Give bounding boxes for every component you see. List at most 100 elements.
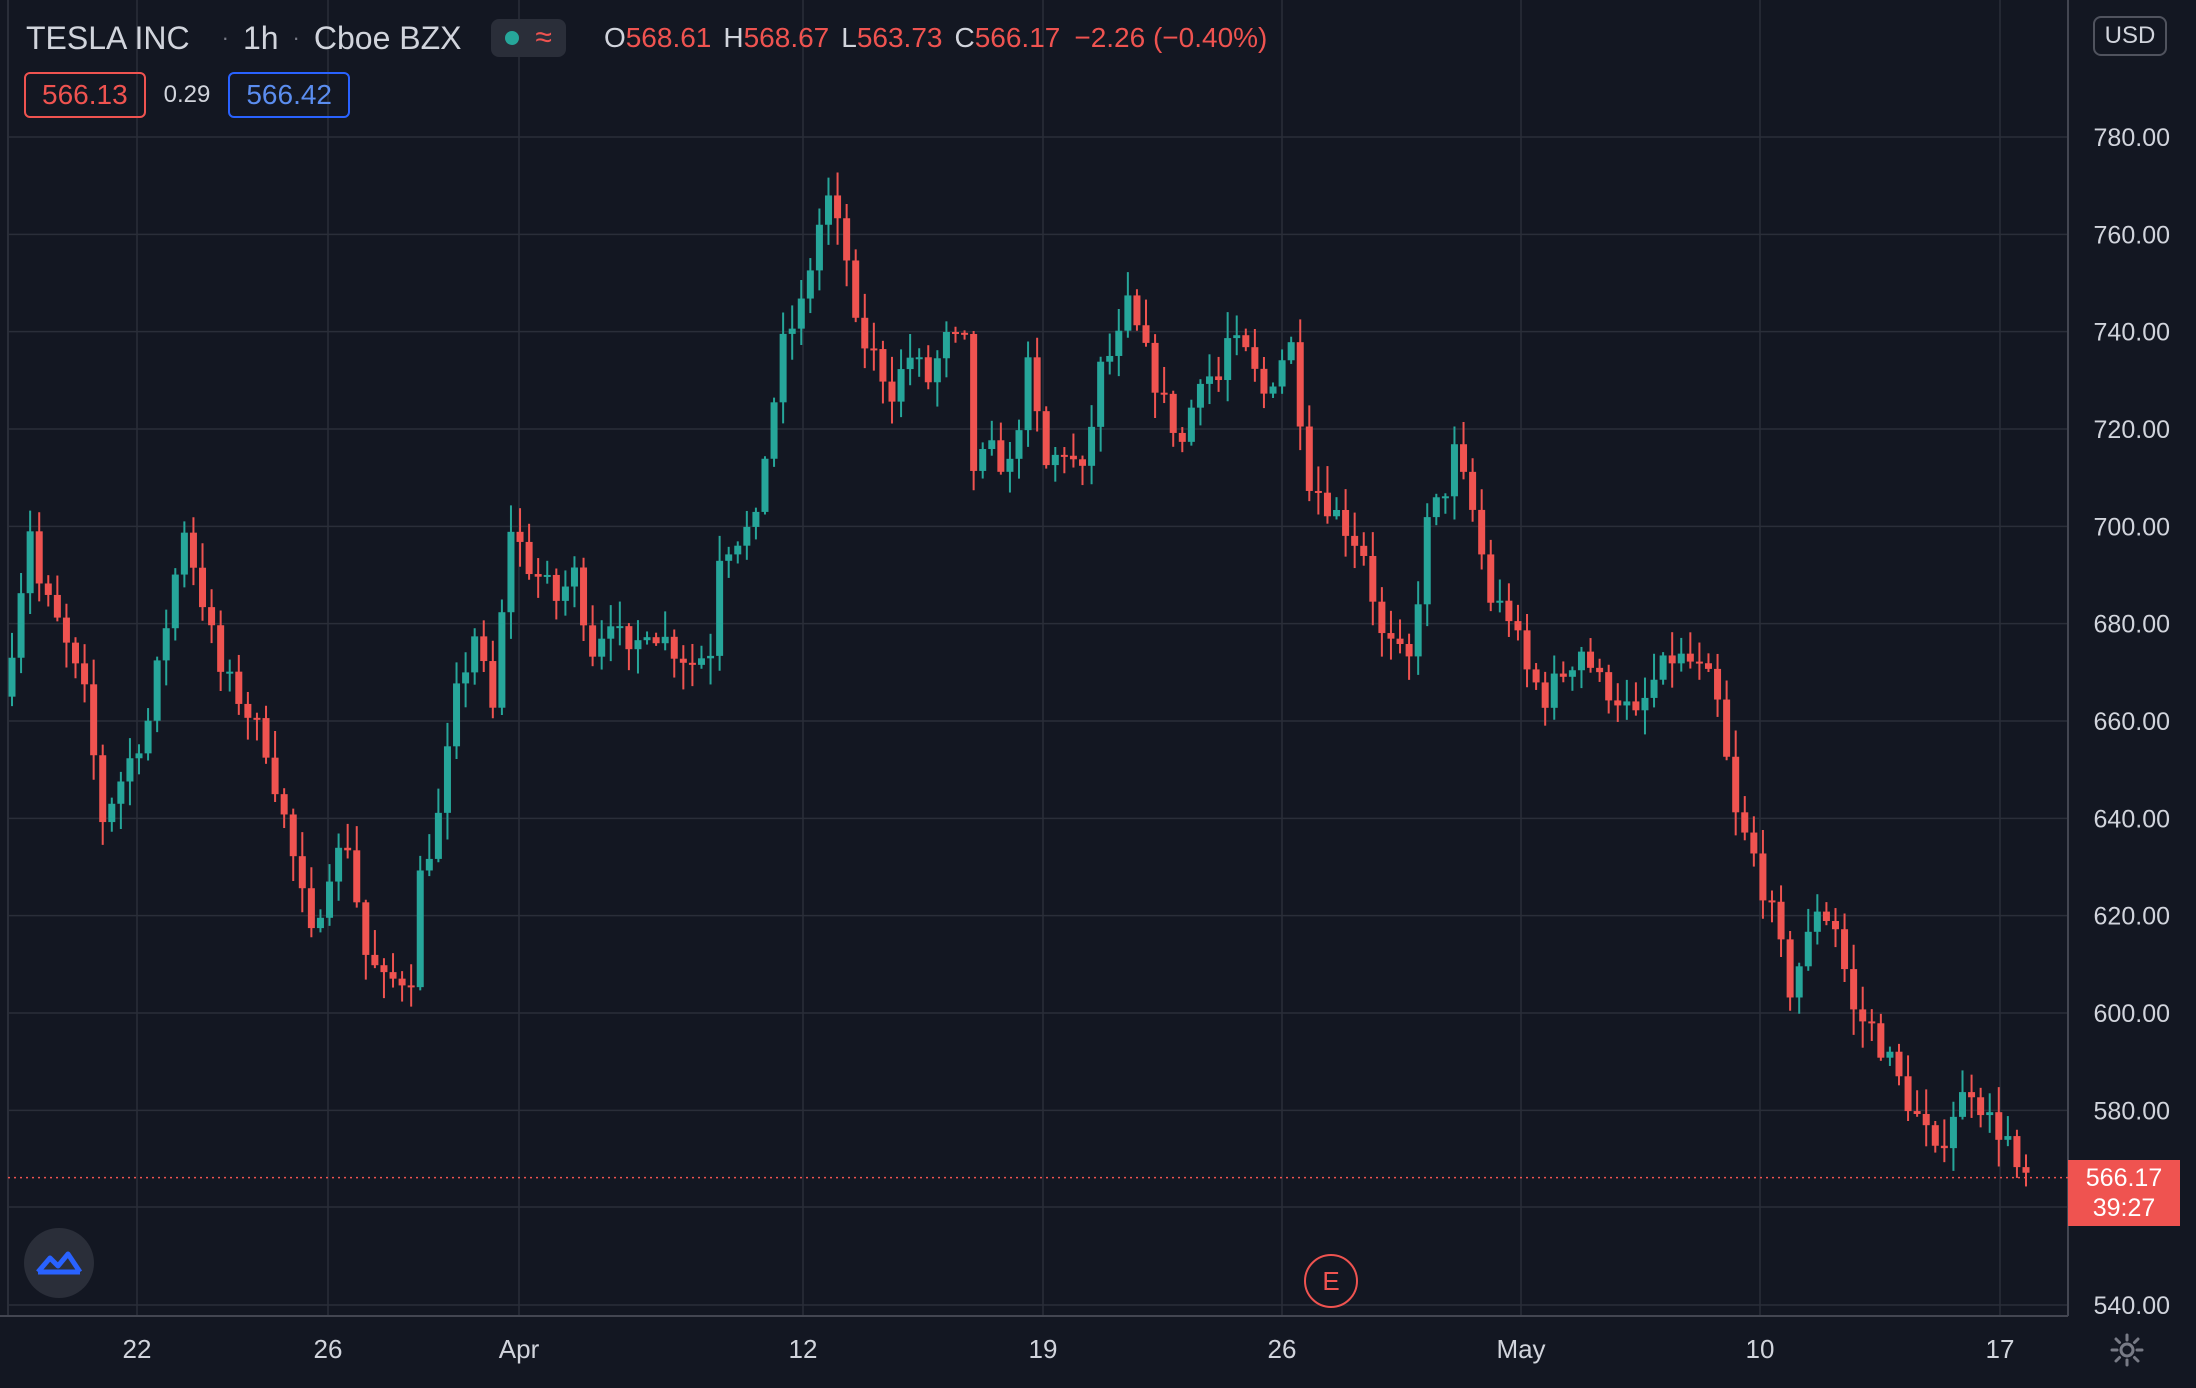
- ohlc-values: O 568.61 H 568.67 L 563.73 C 566.17 −2.26 (−…: [604, 22, 1267, 54]
- candle-down: [62, 617, 70, 643]
- candle-down: [189, 532, 197, 568]
- candle-up: [1278, 360, 1286, 387]
- candle-up: [180, 532, 188, 575]
- candle-down: [1768, 900, 1776, 903]
- candle-down: [1968, 1092, 1976, 1098]
- candle-up: [117, 781, 125, 804]
- candle-up: [1432, 497, 1440, 518]
- candle-down: [652, 637, 660, 644]
- candle-down: [362, 902, 370, 955]
- candle-down: [235, 671, 243, 704]
- candle-down: [888, 381, 896, 402]
- candle-up: [988, 440, 996, 450]
- candle-down: [951, 331, 959, 334]
- candle-down: [1841, 929, 1849, 970]
- price-tick-label: 740.00: [2094, 319, 2170, 347]
- candle-down: [1505, 600, 1513, 622]
- tradingview-logo-icon[interactable]: [24, 1228, 94, 1298]
- candle-down: [1741, 812, 1749, 833]
- candle-down: [534, 574, 542, 577]
- time-tick-label: May: [1496, 1334, 1545, 1364]
- candle-down: [625, 626, 633, 650]
- candle-down: [99, 755, 107, 823]
- timeframe-label[interactable]: 1h: [242, 19, 279, 56]
- candle-down: [1859, 1009, 1867, 1022]
- symbol-name[interactable]: TESLA INC: [26, 19, 190, 56]
- candle-up: [1414, 604, 1422, 657]
- price-tick-label: 660.00: [2094, 708, 2170, 736]
- candle-down: [44, 583, 52, 595]
- candle-down: [298, 856, 306, 889]
- candle-up: [797, 298, 805, 329]
- candle-up: [1496, 600, 1504, 603]
- candle-down: [861, 317, 869, 349]
- candle-up: [1795, 966, 1803, 998]
- candle-up: [1677, 653, 1685, 664]
- candle-down: [1850, 969, 1858, 1010]
- price-tick-label: 720.00: [2094, 416, 2170, 444]
- candle-down: [1750, 832, 1758, 854]
- market-status-pill[interactable]: ≈: [491, 19, 566, 57]
- candle-up: [1886, 1051, 1894, 1058]
- sell-price-button[interactable]: 566.13: [24, 72, 146, 118]
- candle-down: [589, 625, 597, 657]
- candle-up: [1187, 407, 1195, 442]
- candle-up: [942, 331, 950, 359]
- candle-up: [1333, 509, 1341, 517]
- price-tick-label: 600.00: [2094, 1000, 2170, 1028]
- candle-down: [1033, 357, 1041, 412]
- candle-down: [1387, 633, 1395, 639]
- candle-down: [1704, 663, 1712, 669]
- price-tick-label: 760.00: [2094, 221, 2170, 249]
- candle-down: [1160, 392, 1168, 395]
- close-label: C: [954, 22, 975, 53]
- candle-down: [879, 349, 887, 382]
- price-tick-label: 620.00: [2094, 903, 2170, 931]
- candle-up: [144, 720, 152, 754]
- candle-down: [1714, 668, 1722, 700]
- candle-down: [1940, 1145, 1948, 1149]
- candle-up: [616, 626, 624, 629]
- candle-down: [1759, 853, 1767, 901]
- settings-gear-icon[interactable]: [2109, 1332, 2145, 1368]
- candle-down: [1786, 939, 1794, 998]
- candle-down: [1360, 545, 1368, 556]
- candle-down: [1178, 432, 1186, 442]
- candle-up: [1441, 496, 1449, 499]
- earnings-marker[interactable]: E: [1304, 1254, 1358, 1308]
- candle-up: [1206, 376, 1214, 384]
- candle-down: [371, 954, 379, 966]
- exchange-label: Cboe BZX: [313, 19, 462, 56]
- candle-down: [970, 333, 978, 471]
- candle-up: [1958, 1092, 1966, 1117]
- candle-up: [643, 637, 651, 641]
- last-price-value: 566.17: [2085, 1164, 2163, 1192]
- low-label: L: [841, 22, 857, 53]
- candle-up: [697, 658, 705, 665]
- candle-down: [997, 440, 1005, 472]
- candle-down: [1514, 621, 1522, 631]
- candle-up: [416, 870, 424, 988]
- candle-up: [1423, 517, 1431, 605]
- candle-up: [1015, 430, 1023, 459]
- currency-button[interactable]: USD: [2093, 16, 2167, 56]
- change-value: −2.26 (−0.40%): [1074, 22, 1268, 53]
- candle-down: [1260, 368, 1268, 394]
- candle-down: [1460, 444, 1468, 472]
- candle-up: [507, 531, 515, 613]
- candle-down: [1605, 672, 1613, 701]
- candle-up: [1577, 651, 1585, 671]
- candle-down: [1695, 661, 1703, 664]
- candle-down: [1732, 756, 1740, 813]
- candle-down: [1042, 411, 1050, 466]
- candle-down: [1169, 393, 1177, 433]
- candle-up: [1269, 386, 1277, 394]
- buy-price-button[interactable]: 566.42: [228, 72, 350, 118]
- candle-down: [1314, 490, 1322, 493]
- price-axis-background: [2068, 0, 2196, 1388]
- candle-down: [2022, 1167, 2030, 1173]
- candle-up: [788, 328, 796, 334]
- candle-up: [1024, 357, 1032, 431]
